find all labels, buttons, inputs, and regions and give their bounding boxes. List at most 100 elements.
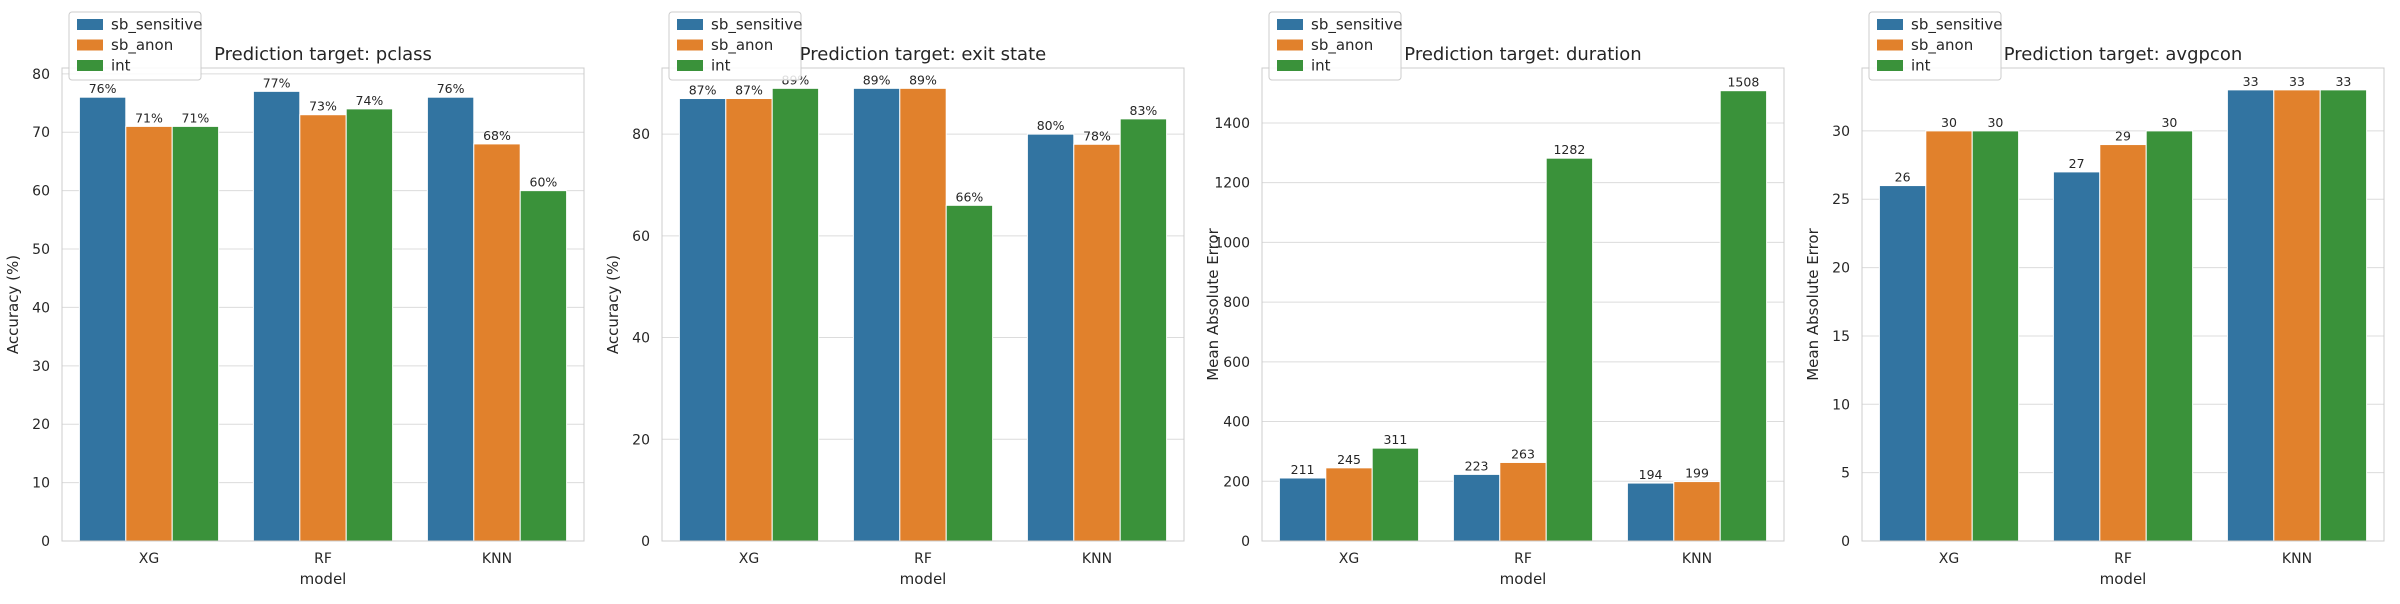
legend-swatch — [1277, 60, 1303, 71]
bar — [1925, 130, 1973, 542]
bar — [1673, 481, 1721, 542]
x-tick-label: XG — [739, 551, 759, 567]
data-label: 245 — [1337, 452, 1361, 467]
x-axis-label: model — [2100, 570, 2147, 588]
y-tick-label: 80 — [632, 127, 650, 143]
legend-swatch — [1877, 19, 1903, 30]
y-tick-label: 800 — [1223, 295, 1250, 311]
bar — [426, 96, 475, 542]
bar — [1878, 185, 1927, 542]
bar — [2273, 89, 2321, 542]
legend-label: sb_sensitive — [1311, 16, 1403, 35]
chart-panel-1: 0 10 20 30 40 50 60 70 80 76% 77% 76% 71% 73% 68% 71% 74… — [4, 11, 585, 588]
y-tick-label: 10 — [32, 476, 50, 492]
y-tick-label: 30 — [32, 359, 50, 375]
y-axis-label: Accuracy (%) — [604, 255, 622, 354]
x-axis-label: model — [900, 570, 947, 588]
legend-label: sb_sensitive — [1911, 16, 2003, 35]
legend-swatch — [1877, 60, 1903, 71]
x-tick-label: XG — [1939, 551, 1959, 567]
bar — [1971, 130, 2020, 542]
legend-label: sb_anon — [711, 36, 773, 55]
y-tick-label: 30 — [1832, 124, 1850, 140]
bar — [771, 87, 820, 542]
bar — [1499, 461, 1547, 542]
bar — [852, 87, 901, 542]
bar — [1073, 143, 1121, 542]
legend-label: sb_anon — [111, 36, 173, 55]
y-tick-label: 1200 — [1214, 176, 1250, 192]
x-tick-label: KNN — [482, 551, 512, 567]
data-label: 89% — [863, 72, 891, 87]
plot-frame — [1861, 67, 2385, 542]
data-label: 87% — [735, 83, 763, 98]
bar — [2145, 130, 2194, 542]
bar — [1719, 90, 1768, 542]
y-axis-label: Mean Absolute Error — [1804, 227, 1822, 380]
data-label: 30 — [1941, 115, 1957, 130]
data-label: 80% — [1037, 118, 1065, 133]
data-label: 77% — [263, 75, 291, 90]
bar — [125, 125, 173, 542]
y-tick-label: 1000 — [1214, 235, 1250, 251]
bar — [519, 190, 568, 542]
bar — [1325, 467, 1373, 542]
data-label: 26 — [1895, 170, 1911, 185]
chart-panel-3: 0 200 400 600 800 1000 1200 1400 211 223 194 245 263… — [1204, 11, 1785, 588]
plot-frame — [1261, 67, 1785, 542]
data-label: 223 — [1465, 458, 1489, 473]
bar — [252, 90, 301, 542]
bar — [299, 114, 347, 542]
data-label: 211 — [1291, 462, 1315, 477]
legend-swatch — [77, 60, 103, 71]
y-axis-label: Accuracy (%) — [4, 255, 22, 354]
legend-swatch — [77, 39, 103, 51]
data-label: 73% — [309, 99, 337, 114]
bar — [678, 98, 727, 542]
y-tick-label: 0 — [41, 534, 50, 550]
chart-title: Prediction target: exit state — [800, 44, 1046, 65]
legend-label: int — [111, 57, 131, 75]
y-tick-label: 70 — [32, 125, 50, 141]
y-tick-label: 20 — [632, 432, 650, 448]
bar — [1026, 133, 1075, 542]
y-tick-label: 200 — [1223, 474, 1250, 490]
bar — [945, 204, 994, 542]
y-tick-label: 5 — [1841, 466, 1850, 482]
y-tick-label: 20 — [32, 417, 50, 433]
bar — [2226, 89, 2275, 542]
data-label: 78% — [1083, 128, 1111, 143]
data-label: 311 — [1383, 432, 1407, 447]
bar — [2052, 171, 2101, 542]
data-label: 87% — [689, 83, 717, 98]
x-tick-label: RF — [314, 551, 332, 567]
chart-title: Prediction target: duration — [1404, 44, 1641, 65]
data-label: 60% — [530, 175, 558, 190]
data-label: 68% — [483, 128, 511, 143]
bar — [899, 87, 947, 542]
data-label: 83% — [1130, 103, 1158, 118]
x-tick-label: KNN — [2282, 551, 2312, 567]
data-label: 30 — [1987, 115, 2003, 130]
legend-label: int — [711, 57, 731, 75]
bar — [1452, 473, 1501, 542]
y-axis-label: Mean Absolute Error — [1204, 227, 1222, 380]
legend-label: sb_anon — [1911, 36, 1973, 55]
y-tick-label: 0 — [1241, 534, 1250, 550]
chart-panel-4: 0 5 10 15 20 25 30 26 27 33 30 29 33 30 30 33 XG RF KNN mod… — [1804, 11, 2385, 588]
bar — [1278, 477, 1327, 542]
y-tick-label: 0 — [1841, 534, 1850, 550]
x-axis-label: model — [1500, 570, 1547, 588]
data-label: 263 — [1511, 446, 1535, 461]
bar — [171, 125, 220, 542]
y-tick-label: 1400 — [1214, 116, 1250, 132]
legend-label: sb_sensitive — [111, 16, 203, 35]
bar — [1626, 482, 1675, 542]
data-label: 29 — [2115, 129, 2131, 144]
plot-frame — [661, 67, 1185, 542]
data-label: 33 — [2243, 74, 2259, 89]
legend-swatch — [677, 39, 703, 51]
data-label: 33 — [2335, 74, 2351, 89]
